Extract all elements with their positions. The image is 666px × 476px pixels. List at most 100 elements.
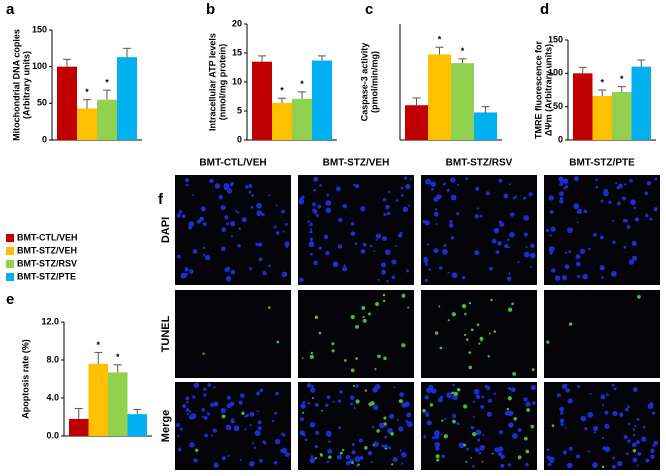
nucleus	[487, 398, 493, 403]
nucleus	[275, 231, 280, 235]
nucleus	[281, 271, 288, 278]
nucleus	[461, 275, 466, 280]
nucleus	[495, 250, 500, 255]
nucleus	[257, 426, 262, 431]
nucleus	[220, 205, 226, 211]
nucleus	[312, 208, 317, 213]
nucleus	[180, 272, 187, 279]
nucleus	[631, 442, 637, 448]
nucleus	[186, 412, 189, 416]
nucleus	[319, 184, 322, 187]
nucleus	[388, 446, 392, 450]
tunel-signal	[637, 294, 641, 299]
nucleus	[507, 245, 510, 249]
nucleus	[391, 259, 397, 265]
nucleus	[337, 244, 343, 249]
y-tick-label: 100	[548, 68, 563, 78]
legend-swatch	[6, 273, 14, 281]
nucleus	[475, 186, 480, 191]
nucleus	[604, 423, 610, 429]
nucleus	[251, 441, 255, 445]
nucleus	[528, 192, 533, 197]
nucleus	[407, 421, 410, 424]
micrograph-cells	[422, 383, 536, 468]
bar	[108, 372, 128, 436]
nucleus	[179, 427, 183, 431]
legend-label: BMT-STZ/VEH	[17, 245, 77, 255]
nucleus	[257, 420, 262, 425]
nucleus	[176, 213, 181, 218]
error-bar	[83, 99, 91, 109]
tunel-signal	[481, 460, 484, 463]
nucleus	[440, 433, 443, 436]
tunel-signal	[443, 434, 448, 439]
nucleus	[625, 452, 629, 456]
micrograph-cells	[176, 382, 290, 468]
nucleus	[504, 243, 509, 249]
nucleus	[223, 182, 230, 189]
tunel-signal	[341, 448, 345, 452]
nucleus	[381, 236, 387, 242]
nucleus	[523, 196, 527, 200]
nucleus	[508, 422, 514, 428]
nucleus	[587, 450, 590, 453]
nucleus	[275, 391, 279, 396]
tunel-signal	[490, 298, 493, 302]
error-bar	[435, 46, 444, 55]
nucleus	[386, 211, 391, 216]
nucleus	[491, 238, 497, 244]
nucleus	[617, 461, 623, 467]
tunel-signal	[530, 424, 535, 429]
tunel-signal	[350, 368, 355, 373]
significance-marker: *	[280, 86, 284, 96]
nucleus	[372, 441, 379, 448]
nucleus	[281, 447, 288, 454]
tunel-signal	[368, 312, 371, 316]
nucleus	[345, 460, 351, 466]
y-tick-label: 150	[32, 24, 47, 34]
nucleus	[494, 447, 500, 453]
nucleus	[381, 269, 387, 275]
tunel-signal	[375, 301, 380, 306]
nucleus	[386, 279, 389, 283]
nucleus	[205, 255, 211, 261]
error-bar	[113, 364, 122, 373]
tunel-signal	[452, 419, 456, 424]
nucleus	[383, 212, 387, 217]
nucleus	[575, 261, 581, 267]
tunel-signal	[441, 419, 444, 422]
nucleus	[619, 412, 624, 417]
nucleus	[653, 440, 659, 446]
tunel-signal	[318, 331, 322, 335]
tunel-signal	[531, 368, 535, 372]
nucleus	[310, 252, 313, 256]
nucleus	[446, 188, 450, 192]
nucleus	[189, 442, 195, 448]
tunel-signal	[479, 336, 484, 341]
nucleus	[307, 383, 312, 388]
y-tick-label: 15	[232, 47, 242, 57]
nucleus	[442, 248, 448, 255]
panel-label: b	[206, 1, 215, 18]
nucleus	[300, 403, 306, 409]
tunel-signal	[546, 340, 550, 344]
tunel-signal	[470, 328, 474, 332]
nucleus	[592, 232, 597, 237]
tunel-signal	[507, 396, 512, 401]
tunel-signal	[526, 408, 530, 412]
nucleus	[209, 402, 215, 407]
nucleus	[379, 422, 385, 429]
nucleus	[651, 411, 656, 415]
tunel-signal	[383, 416, 387, 420]
nucleus	[589, 392, 592, 396]
nucleus	[309, 387, 316, 393]
legend-swatch	[6, 260, 14, 268]
micrograph	[421, 175, 537, 285]
nucleus	[310, 455, 314, 459]
nucleus	[203, 415, 208, 420]
nucleus	[498, 429, 504, 435]
nucleus	[561, 275, 568, 281]
nucleus	[225, 275, 232, 282]
nucleus	[326, 395, 331, 400]
